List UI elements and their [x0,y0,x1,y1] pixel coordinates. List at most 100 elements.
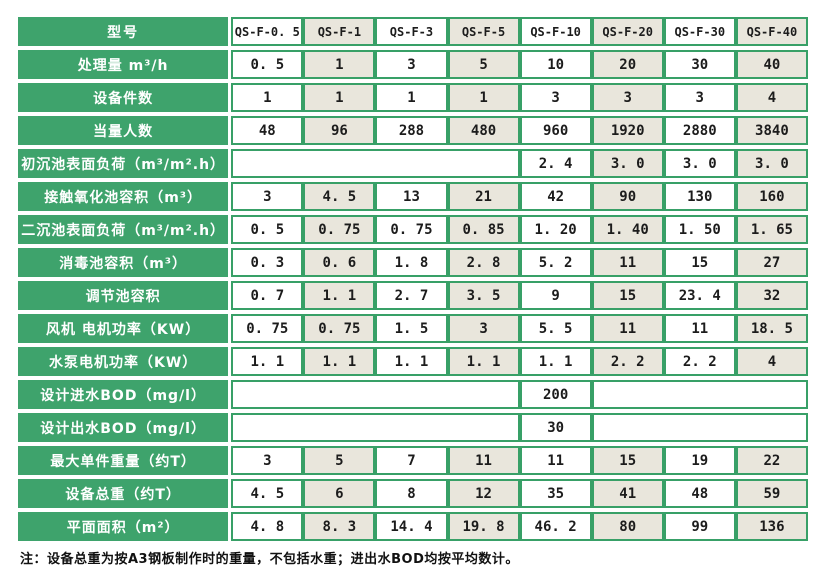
cell: 2880 [663,116,736,145]
spec-table: 型号 QS-F-0. 5 QS-F-1 QS-F-3 QS-F-5 QS-F-10 QS-… [18,13,808,545]
cell: 14. 4 [375,512,448,541]
cell: 0. 75 [231,314,304,343]
cell: 1. 50 [663,215,736,244]
cell: 11 [663,314,736,343]
cell: 130 [663,182,736,211]
model-header-cell: QS-F-30 [663,17,736,46]
cell: 0. 5 [231,50,304,79]
cell: 42 [519,182,592,211]
cell: 0. 75 [303,215,376,244]
table-row: 设计进水BOD（mg/l） 200 [18,380,808,409]
cell [591,413,808,442]
cell: 10 [519,50,592,79]
cell: 0. 7 [231,281,304,310]
cell: 0. 75 [303,314,376,343]
cell: 2. 7 [375,281,448,310]
cell: 48 [663,479,736,508]
cell: 136 [735,512,808,541]
cell: 3840 [735,116,808,145]
table-row: 当量人数 48 96 288 480 960 1920 2880 3840 [18,116,808,145]
cell: 2. 8 [447,248,520,277]
row-label: 调节池容积 [18,281,232,310]
cell: 5. 2 [519,248,592,277]
cell: 1920 [591,116,664,145]
cell: 5. 5 [519,314,592,343]
cell: 15 [663,248,736,277]
cell: 23. 4 [663,281,736,310]
cell: 3. 0 [663,149,736,178]
cell: 6 [303,479,376,508]
table-row: 设计出水BOD（mg/l） 30 [18,413,808,442]
cell: 4 [735,83,808,112]
cell: 8. 3 [303,512,376,541]
cell [231,380,520,409]
cell: 46. 2 [519,512,592,541]
table-row: 消毒池容积（m³） 0. 3 0. 6 1. 8 2. 8 5. 2 11 15 27 [18,248,808,277]
table-row: 处理量 m³/h 0. 5 1 3 5 10 20 30 40 [18,50,808,79]
spec-table-body: 处理量 m³/h 0. 5 1 3 5 10 20 30 40 设备件数 1 1 1 1 3 3 3 4 当量人数 4… [18,50,808,541]
cell: 1. 1 [303,281,376,310]
cell: 3 [663,83,736,112]
cell: 0. 75 [375,215,448,244]
cell: 3 [447,314,520,343]
cell: 0. 85 [447,215,520,244]
row-label: 消毒池容积（m³） [18,248,232,277]
cell: 18. 5 [735,314,808,343]
cell: 13 [375,182,448,211]
model-header-cell: QS-F-20 [591,17,664,46]
row-label: 风机 电机功率（KW） [18,314,232,343]
cell: 41 [591,479,664,508]
cell: 96 [303,116,376,145]
cell: 1 [303,83,376,112]
cell: 3 [375,50,448,79]
cell: 9 [519,281,592,310]
row-label: 初沉池表面负荷（m³/m².h） [18,149,232,178]
table-row: 风机 电机功率（KW） 0. 75 0. 75 1. 5 3 5. 5 11 11 18. 5 [18,314,808,343]
cell: 0. 6 [303,248,376,277]
cell: 5 [447,50,520,79]
cell: 200 [519,380,592,409]
cell: 99 [663,512,736,541]
cell: 0. 5 [231,215,304,244]
cell: 288 [375,116,448,145]
cell: 2. 2 [591,347,664,376]
cell: 4 [735,347,808,376]
cell: 32 [735,281,808,310]
cell: 4. 8 [231,512,304,541]
cell [231,149,520,178]
cell: 11 [519,446,592,475]
model-header-cell: QS-F-10 [519,17,592,46]
cell: 19 [663,446,736,475]
cell: 48 [231,116,304,145]
cell: 3. 0 [735,149,808,178]
cell: 90 [591,182,664,211]
cell: 8 [375,479,448,508]
cell: 5 [303,446,376,475]
cell: 480 [447,116,520,145]
model-header-cell: QS-F-5 [447,17,520,46]
cell: 35 [519,479,592,508]
table-row: 二沉池表面负荷（m³/m².h） 0. 5 0. 75 0. 75 0. 85 1. 20… [18,215,808,244]
row-label: 设备件数 [18,83,232,112]
cell: 11 [591,248,664,277]
cell: 1. 1 [375,347,448,376]
row-label: 最大单件重量（约T） [18,446,232,475]
cell: 12 [447,479,520,508]
table-row: 初沉池表面负荷（m³/m².h） 2. 4 3. 0 3. 0 3. 0 [18,149,808,178]
cell: 11 [447,446,520,475]
cell: 1. 20 [519,215,592,244]
row-label: 当量人数 [18,116,232,145]
cell: 59 [735,479,808,508]
model-header-label: 型号 [18,17,232,46]
row-label: 处理量 m³/h [18,50,232,79]
cell: 1 [303,50,376,79]
cell: 3. 5 [447,281,520,310]
cell: 1. 1 [447,347,520,376]
cell: 1. 1 [231,347,304,376]
row-label: 水泵电机功率（KW） [18,347,232,376]
cell: 80 [591,512,664,541]
table-row: 设备总重（约T） 4. 5 6 8 12 35 41 48 59 [18,479,808,508]
table-row: 接触氧化池容积（m³） 3 4. 5 13 21 42 90 130 160 [18,182,808,211]
cell: 0. 3 [231,248,304,277]
